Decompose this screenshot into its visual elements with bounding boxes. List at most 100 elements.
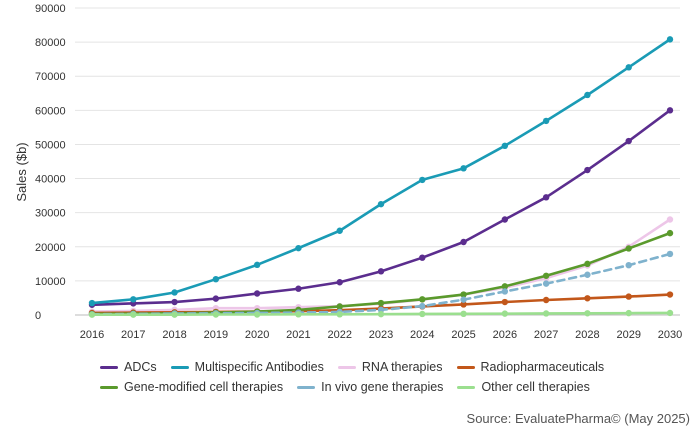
legend-label: RNA therapies: [361, 360, 443, 374]
legend-label: Multispecific Antibodies: [194, 360, 324, 374]
legend-item: Multispecific Antibodies: [170, 360, 324, 374]
line-chart: 0 10000 20000 30000 40000 50000 60000 70000 8000…: [14, 3, 682, 341]
x-tick-label: 2021: [286, 329, 310, 341]
legend-swatch: [337, 365, 356, 369]
data-point: [460, 291, 467, 298]
data-point: [666, 250, 674, 258]
y-tick-label: 70000: [35, 71, 66, 83]
legend-item: Other cell therapies: [457, 380, 590, 394]
data-point: [460, 301, 467, 308]
data-point: [625, 293, 632, 300]
data-point: [542, 296, 550, 304]
data-point: [501, 298, 509, 306]
data-point: [88, 299, 96, 307]
legend-row: ADCs Multispecific Antibodies RNA therapie…: [100, 357, 660, 377]
legend-label: Other cell therapies: [481, 380, 590, 394]
data-point: [542, 310, 550, 317]
data-point: [253, 261, 261, 269]
data-point: [584, 166, 591, 174]
data-point: [501, 310, 509, 317]
legend-item: Gene-modified cell therapies: [100, 380, 283, 394]
data-point: [542, 194, 550, 201]
data-point: [584, 271, 591, 278]
data-point: [460, 165, 467, 172]
data-point: [336, 227, 343, 234]
x-tick-label: 2017: [121, 329, 145, 341]
data-point: [130, 311, 137, 318]
y-axis-ticks: 0 10000 20000 30000 40000 50000 60000 70000 8000…: [35, 3, 66, 322]
data-point: [295, 244, 302, 252]
data-point: [542, 117, 550, 125]
data-point: [584, 260, 591, 268]
data-point: [666, 309, 674, 317]
data-point: [253, 290, 261, 297]
data-point: [460, 310, 467, 318]
data-point: [377, 200, 385, 208]
y-axis-label: Sales ($b): [14, 142, 29, 201]
legend-row: Gene-modified cell therapies In vivo gene…: [100, 377, 660, 397]
data-point: [460, 296, 467, 303]
y-tick-label: 10000: [35, 276, 66, 288]
x-tick-label: 2018: [162, 329, 186, 341]
data-point: [542, 280, 550, 287]
legend-item: RNA therapies: [337, 360, 443, 374]
data-point: [212, 311, 220, 318]
legend-swatch: [100, 365, 118, 369]
y-tick-label: 50000: [35, 139, 66, 151]
legend-swatch: [100, 385, 118, 389]
y-tick-label: 90000: [35, 3, 66, 15]
data-point: [584, 91, 591, 99]
legend-swatch: [456, 365, 475, 369]
data-point: [501, 283, 509, 290]
data-point: [666, 36, 674, 43]
data-point: [419, 176, 426, 184]
data-point: [501, 288, 509, 295]
data-point: [377, 299, 385, 307]
legend-label: Gene-modified cell therapies: [124, 380, 284, 394]
data-point: [295, 285, 302, 292]
data-point: [666, 216, 674, 223]
legend-swatch: [170, 365, 189, 369]
x-tick-label: 2019: [204, 329, 228, 341]
data-point: [295, 311, 302, 318]
data-point: [501, 142, 509, 150]
data-point: [419, 254, 426, 261]
data-point: [212, 295, 220, 302]
data-point: [336, 311, 343, 318]
data-point: [625, 309, 632, 317]
x-tick-label: 2020: [245, 329, 269, 341]
legend-swatch: [297, 385, 316, 389]
data-point: [460, 238, 467, 246]
data-point: [171, 311, 178, 318]
data-point: [625, 64, 632, 71]
data-point: [666, 291, 674, 298]
data-point: [625, 245, 632, 252]
data-point: [336, 303, 343, 310]
data-point: [377, 268, 385, 275]
y-tick-label: 80000: [35, 37, 66, 49]
legend-label: Radiopharmaceuticals: [480, 360, 605, 374]
y-tick-label: 30000: [35, 208, 66, 220]
data-point: [625, 261, 632, 269]
y-tick-label: 60000: [35, 105, 66, 117]
data-point: [88, 311, 96, 318]
x-tick-label: 2030: [658, 329, 682, 341]
x-tick-label: 2025: [451, 329, 475, 341]
legend: ADCs Multispecific Antibodies RNA therapie…: [100, 357, 660, 397]
legend-item: Radiopharmaceuticals: [456, 360, 605, 374]
series: [88, 309, 674, 318]
legend-item: ADCs: [100, 360, 157, 374]
y-tick-label: 40000: [35, 174, 66, 186]
gridlines: [75, 7, 680, 316]
series: [88, 107, 674, 308]
series: [88, 36, 674, 307]
source-note: Source: EvaluatePharma© (May 2025): [466, 411, 690, 426]
series-lines: [88, 36, 674, 318]
legend-label: ADCs: [124, 360, 157, 374]
data-point: [212, 275, 220, 283]
data-point: [584, 310, 591, 317]
x-tick-label: 2022: [327, 329, 351, 341]
data-point: [171, 289, 178, 296]
data-point: [419, 302, 426, 310]
data-point: [542, 272, 550, 279]
